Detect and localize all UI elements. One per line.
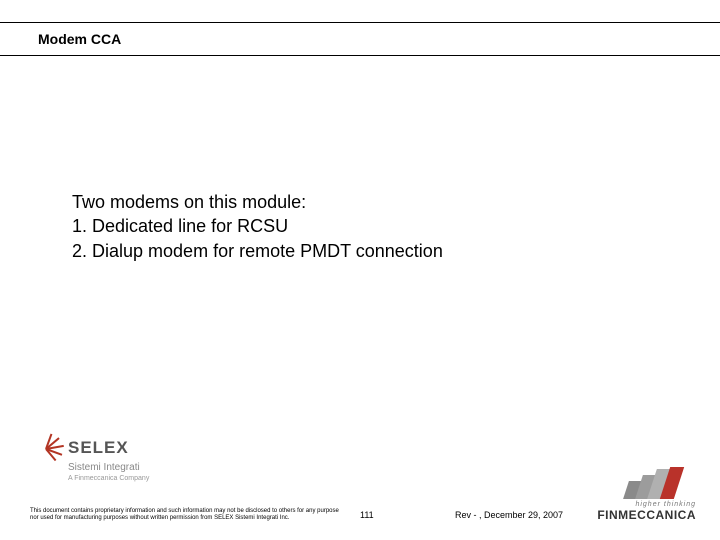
page-number: 111 bbox=[360, 510, 374, 520]
finmeccanica-name: FINMECCANICA bbox=[597, 508, 696, 522]
disclaimer-text: This document contains proprietary infor… bbox=[30, 508, 340, 522]
finmeccanica-tagline: higher thinking bbox=[635, 501, 696, 508]
selex-subtitle: Sistemi Integrati bbox=[68, 462, 149, 473]
selex-logo: SELEX Sistemi Integrati A Finmeccanica C… bbox=[32, 435, 149, 482]
body-line-2: 1. Dedicated line for RCSU bbox=[72, 214, 680, 238]
finmeccanica-logo: higher thinking FINMECCANICA bbox=[597, 467, 696, 522]
finmeccanica-bars-icon bbox=[626, 467, 696, 499]
page-title: Modem CCA bbox=[38, 31, 121, 47]
selex-name: SELEX bbox=[68, 438, 129, 458]
revision-date: Rev - , December 29, 2007 bbox=[455, 510, 563, 520]
body-line-3: 2. Dialup modem for remote PMDT connecti… bbox=[72, 239, 680, 263]
body-line-1: Two modems on this module: bbox=[72, 190, 680, 214]
selex-logo-row: SELEX bbox=[32, 435, 149, 461]
header-bar: Modem CCA bbox=[0, 22, 720, 56]
selex-rays-icon bbox=[32, 435, 62, 461]
content-block: Two modems on this module: 1. Dedicated … bbox=[72, 190, 680, 263]
selex-tagline: A Finmeccanica Company bbox=[68, 475, 149, 482]
